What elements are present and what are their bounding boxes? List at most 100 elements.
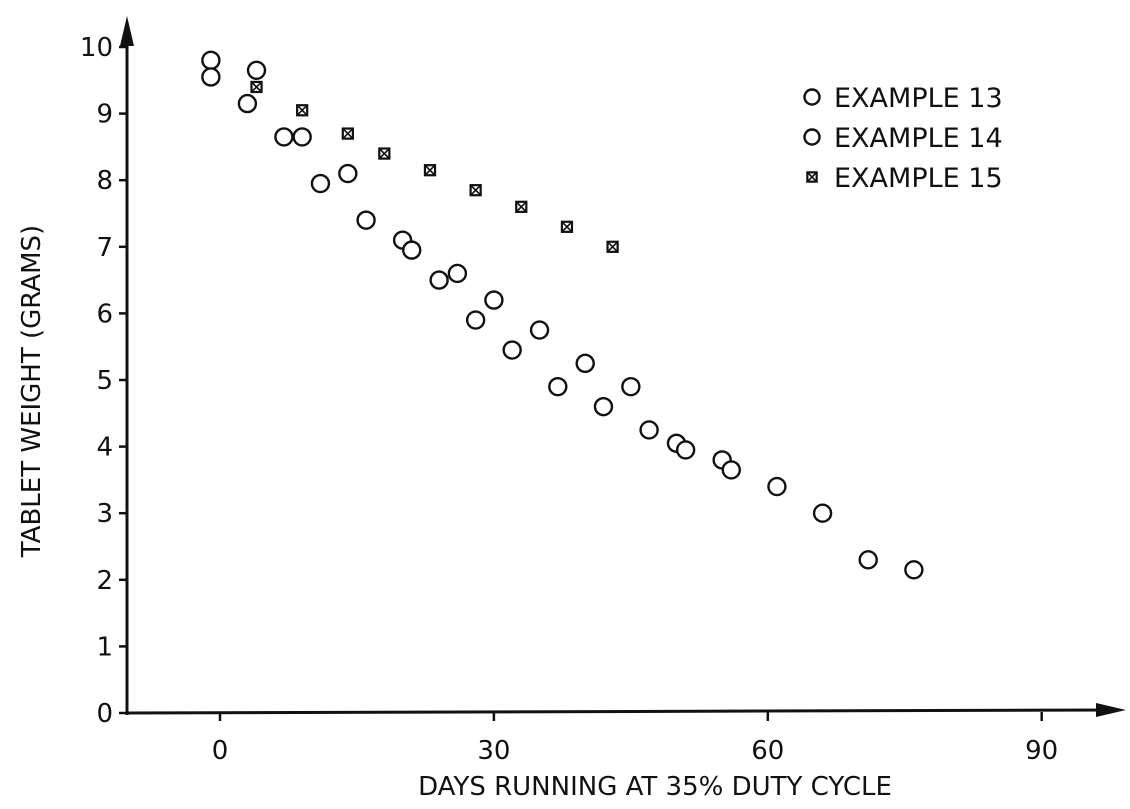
legend-marker (803, 88, 821, 106)
x-tick-label: 30 (477, 736, 510, 766)
y-tick-label: 9 (96, 100, 113, 130)
marker-circle (721, 460, 741, 480)
marker-circle (675, 440, 696, 460)
marker-cross-b (515, 201, 527, 213)
legend-label: EXAMPLE 15 (834, 163, 1003, 194)
x-axis-title: DAYS RUNNING AT 35% DUTY CYCLE (418, 772, 892, 802)
data-point (338, 163, 358, 184)
marker-circle (904, 560, 924, 580)
y-tick-label: 3 (96, 499, 113, 529)
data-point (767, 476, 787, 497)
x-tick-label: 60 (751, 736, 784, 766)
data-point (429, 270, 449, 290)
data-point (246, 60, 267, 81)
marker-circle (246, 60, 267, 81)
y-axis-title: TABLET WEIGHT (GRAMS) (17, 225, 47, 558)
marker-circle (237, 93, 258, 114)
marker-circle (356, 210, 376, 230)
data-point (296, 104, 309, 117)
legend-marker (806, 171, 818, 183)
marker-cross-b (378, 147, 390, 160)
data-point (201, 67, 221, 87)
data-point (675, 440, 696, 460)
data-point (484, 290, 504, 310)
x-axis-arrow (1096, 703, 1126, 717)
data-point (639, 420, 659, 440)
marker-circle (502, 340, 522, 360)
data-point (575, 353, 595, 374)
x-axis-line (126, 708, 1111, 715)
data-point (812, 503, 833, 523)
data-point (237, 93, 258, 114)
marker-circle (803, 88, 821, 106)
marker-circle (812, 503, 833, 523)
data-point (529, 320, 550, 340)
data-point (560, 220, 574, 233)
data-point (621, 376, 641, 397)
marker-cross-b (424, 164, 436, 176)
data-point (378, 147, 391, 160)
legend: EXAMPLE 13 EXAMPLE 14 EXAMPLE 15 (803, 83, 1003, 194)
data-point (310, 173, 331, 194)
marker-circle (465, 310, 486, 330)
y-axis-arrow (120, 16, 134, 46)
data-point (201, 50, 221, 71)
marker-circle (858, 550, 878, 570)
ticks: 0 1 2 3 4 5 6 7 8 9 10 0 30 60 90 (80, 33, 1058, 766)
marker-circle (548, 376, 568, 397)
marker-circle (201, 67, 221, 87)
marker-circle (274, 127, 294, 147)
data-point (250, 80, 263, 94)
data-point (606, 240, 619, 253)
y-tick-label: 5 (96, 366, 113, 396)
legend-marker (803, 128, 821, 146)
data-point (402, 240, 422, 260)
y-tick-label: 4 (96, 433, 113, 463)
data-point (423, 164, 437, 177)
axes (120, 16, 1126, 717)
marker-circle (201, 50, 221, 71)
marker-cross-b (561, 221, 573, 233)
data-point (292, 127, 312, 147)
data-point (904, 560, 924, 580)
data-point (274, 127, 294, 147)
marker-cross-b (606, 241, 619, 253)
legend-label: EXAMPLE 14 (834, 123, 1003, 154)
y-tick-label: 1 (96, 632, 113, 662)
marker-cross-b (470, 184, 482, 196)
marker-circle (338, 163, 358, 184)
data-point (721, 460, 741, 480)
marker-circle (292, 127, 312, 147)
x-tick-label: 0 (212, 736, 229, 766)
data-point (356, 210, 376, 230)
data-point (465, 310, 486, 330)
data-point (515, 200, 528, 213)
marker-circle (402, 240, 422, 260)
marker-cross-b (296, 104, 308, 116)
data-point (502, 340, 522, 360)
y-tick-label: 0 (96, 699, 113, 729)
x-tick-label: 90 (1025, 736, 1058, 766)
marker-circle (767, 476, 787, 497)
y-tick-label: 10 (80, 33, 113, 63)
data-point (858, 550, 878, 570)
marker-circle (639, 420, 659, 440)
data-point (593, 396, 614, 417)
marker-circle (429, 270, 449, 290)
data-points (201, 50, 924, 580)
data-point (447, 263, 468, 284)
marker-circle (575, 353, 595, 374)
marker-cross-b (806, 171, 818, 183)
marker-circle (484, 290, 504, 310)
marker-circle (593, 396, 614, 417)
marker-circle (310, 173, 331, 194)
y-tick-label: 8 (96, 166, 113, 196)
y-tick-label: 7 (96, 233, 113, 263)
legend-label: EXAMPLE 13 (834, 83, 1003, 114)
marker-circle (803, 128, 821, 146)
data-point (341, 127, 354, 140)
y-tick-label: 6 (96, 299, 113, 329)
y-tick-label: 2 (96, 566, 113, 596)
